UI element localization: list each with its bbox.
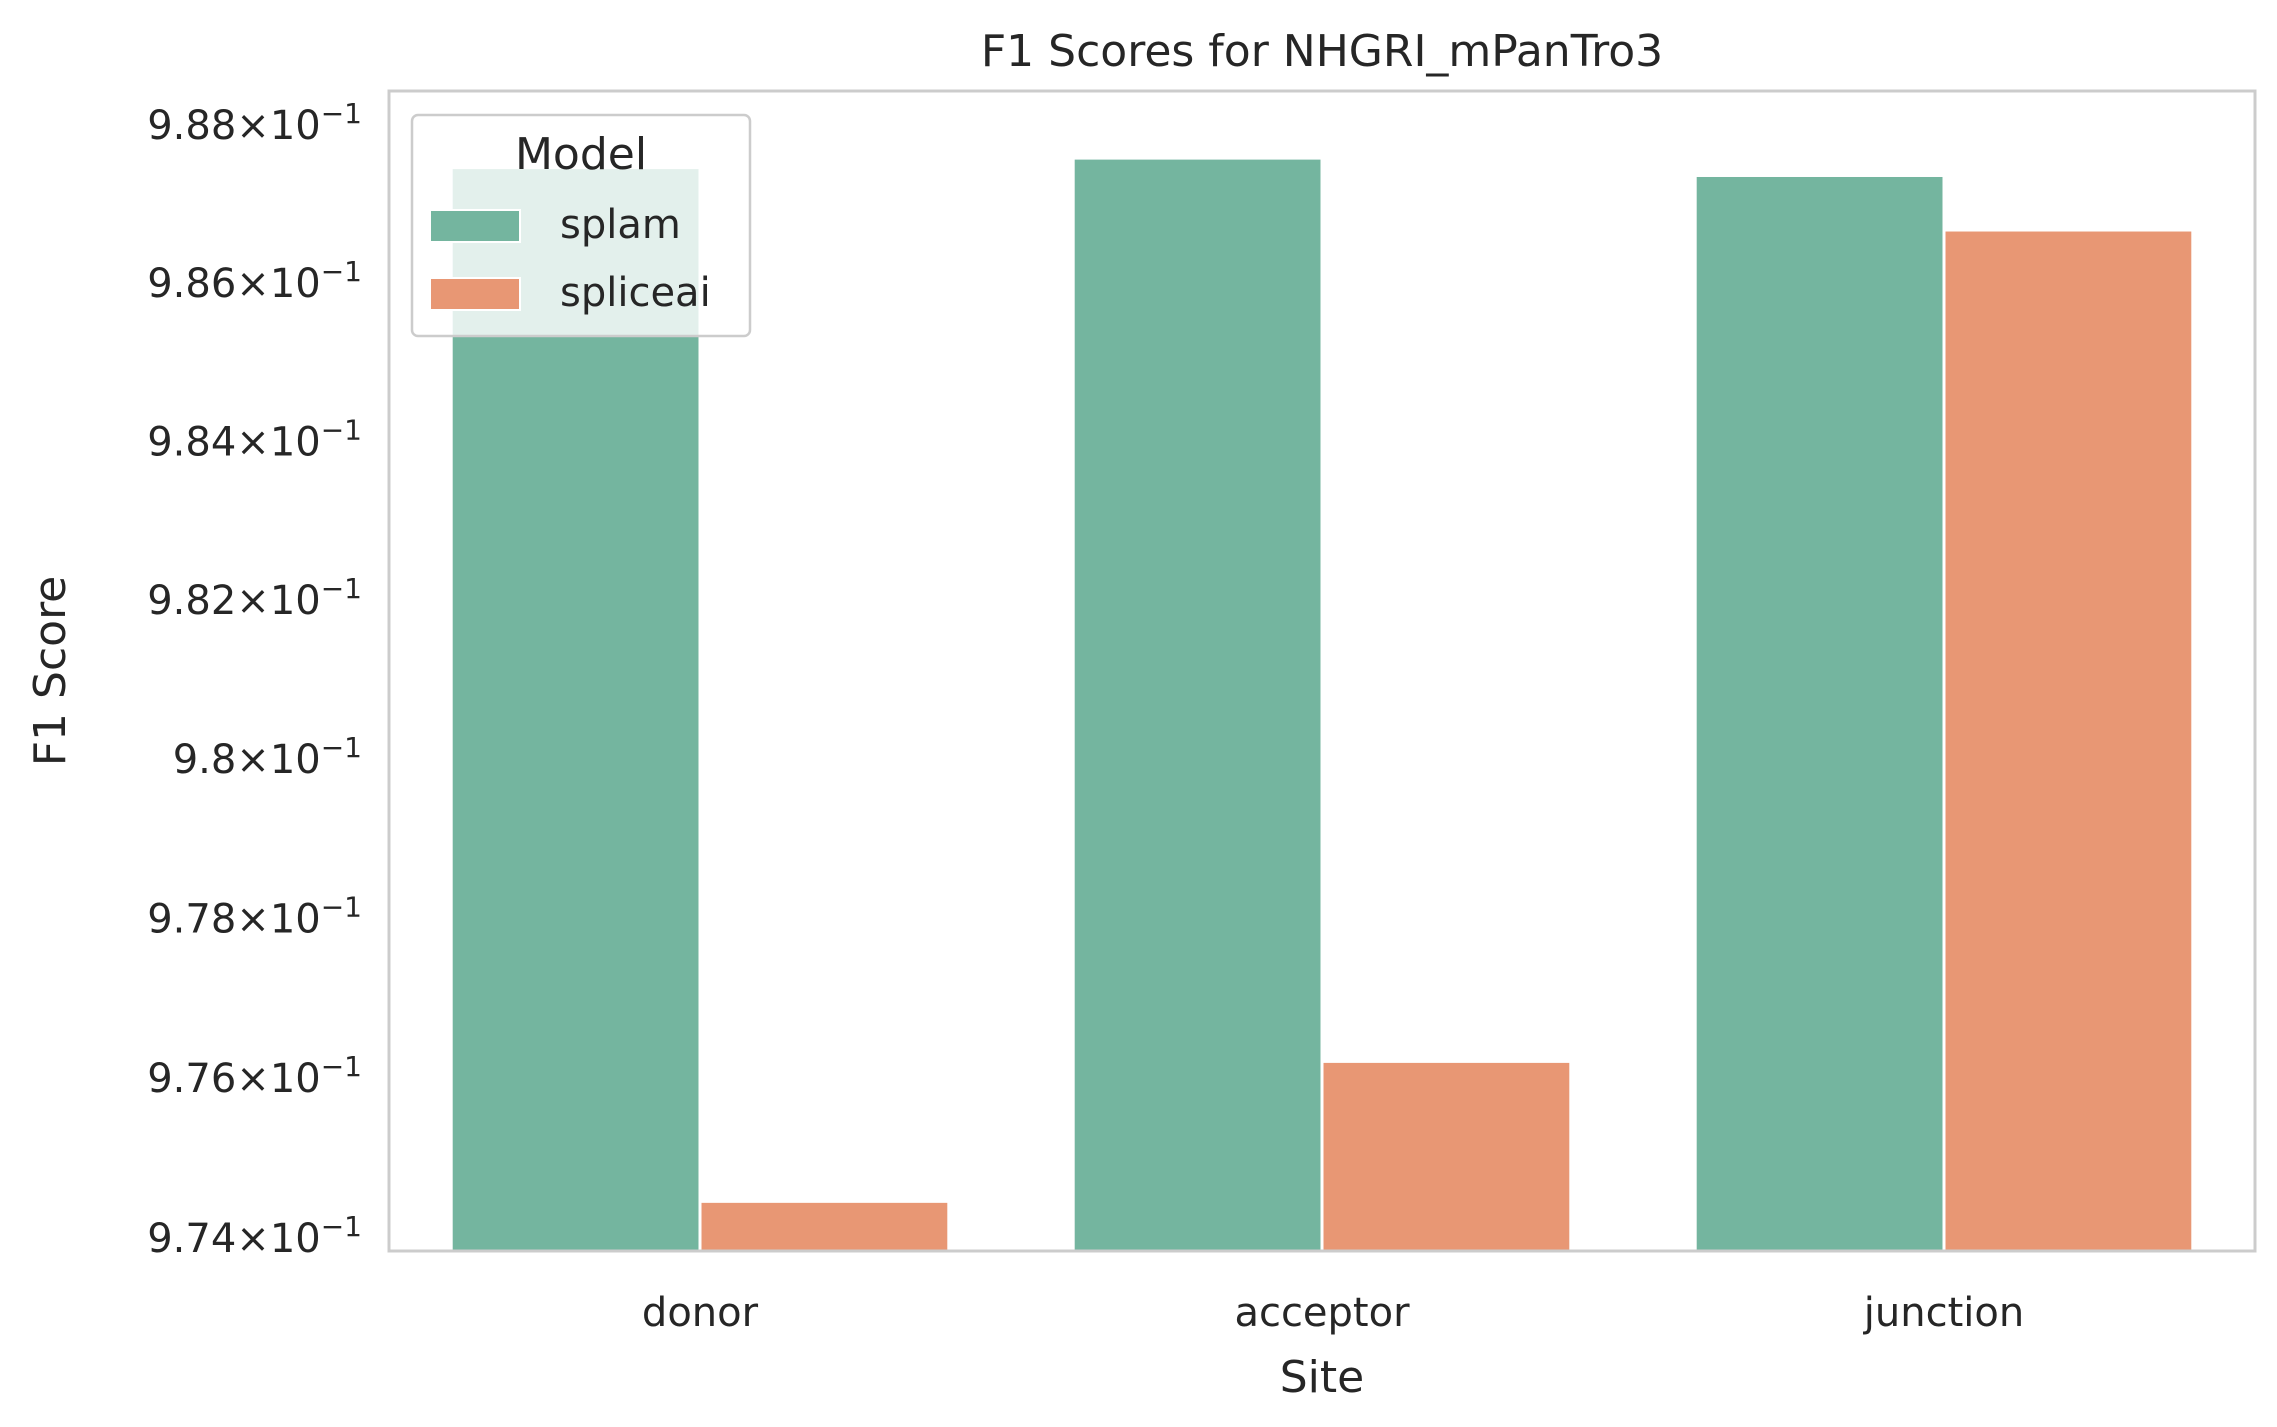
y-axis-title: F1 Score [25, 576, 76, 767]
y-tick-label: 9.74×10−1 [147, 1210, 362, 1262]
y-tick-label: 9.86×10−1 [147, 255, 362, 307]
y-tick-label: 9.82×10−1 [147, 572, 362, 624]
y-tick-label: 9.88×10−1 [147, 97, 362, 149]
chart-title: F1 Scores for NHGRI_mPanTro3 [981, 26, 1663, 77]
y-tick-label: 9.8×10−1 [173, 731, 362, 783]
legend-label-spliceai: spliceai [560, 270, 711, 316]
x-tick-labels: donor acceptor junction [642, 1290, 2024, 1336]
bar-splam-acceptor [1071, 156, 1324, 1253]
bars [449, 156, 2195, 1253]
y-tick-label: 9.78×10−1 [147, 890, 362, 942]
y-tick-labels: 9.74×10−1 9.76×10−1 9.78×10−1 9.8×10−1 9.82×… [147, 97, 362, 1262]
legend-swatch-splam [429, 209, 521, 243]
x-tick-label-donor: donor [642, 1290, 759, 1336]
legend: Model splam spliceai [410, 113, 752, 338]
x-tick-label-acceptor: acceptor [1234, 1290, 1410, 1336]
x-tick-label-junction: junction [1863, 1290, 2024, 1336]
bar-splam-junction [1693, 173, 1946, 1253]
legend-title: Model [515, 129, 647, 180]
plot-frame [387, 89, 2257, 1253]
legend-swatch-spliceai [429, 277, 521, 311]
bar-spliceai-acceptor [1320, 1059, 1573, 1253]
bar-spliceai-donor [698, 1199, 951, 1253]
legend-label-splam: splam [560, 202, 681, 248]
x-axis-title: Site [1280, 1352, 1364, 1403]
y-tick-label: 9.76×10−1 [147, 1050, 362, 1102]
bar-splam-donor [449, 166, 702, 1253]
bar-spliceai-junction [1942, 228, 2195, 1253]
y-tick-label: 9.84×10−1 [147, 413, 362, 465]
